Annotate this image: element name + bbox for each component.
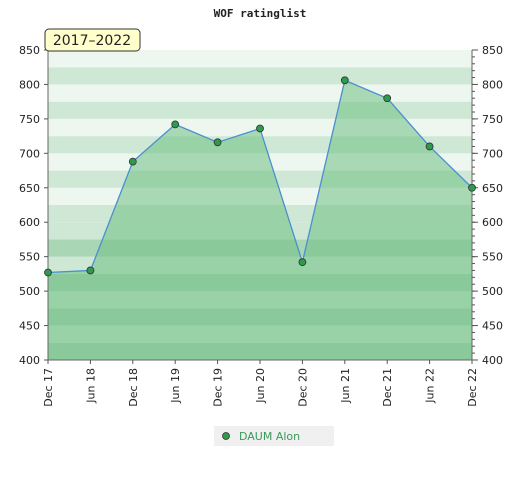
series-area: [48, 80, 472, 361]
x-tick-label: Dec 19: [212, 368, 225, 407]
x-tick-label: Dec 18: [127, 368, 140, 407]
background-band: [48, 50, 472, 68]
x-tick-label: Dec 21: [381, 368, 394, 407]
y-tick-label-left: 400: [19, 354, 40, 367]
period-label: 2017–2022: [53, 33, 131, 49]
chart-title: WOF ratinglist: [214, 7, 307, 20]
data-point: [298, 258, 307, 267]
y-tick-label-right: 650: [482, 182, 503, 195]
data-point: [86, 266, 95, 275]
data-point: [340, 76, 349, 85]
data-point: [213, 138, 222, 147]
y-tick-label-left: 650: [19, 182, 40, 195]
data-point: [171, 120, 180, 129]
data-point: [256, 124, 264, 133]
data-point: [425, 142, 434, 151]
y-tick-label-right: 800: [482, 78, 503, 91]
axes: 400 400 450 450 500 500 550 550 600 600 650 650 700 7…: [19, 44, 503, 407]
period-label-box: 2017–2022: [44, 28, 141, 52]
y-tick-label-right: 450: [482, 320, 503, 333]
x-tick-label: Jun 19: [169, 368, 182, 404]
y-tick-label-right: 850: [482, 44, 503, 57]
x-tick-label: Dec 20: [296, 368, 309, 407]
legend-label: DAUM Alon: [239, 430, 300, 443]
background-band: [48, 67, 472, 85]
background-band: [48, 101, 472, 119]
y-tick-label-left: 500: [19, 285, 40, 298]
y-tick-label-left: 450: [19, 320, 40, 333]
y-tick-label-left: 600: [19, 216, 40, 229]
y-tick-label-left: 700: [19, 147, 40, 160]
y-tick-label-left: 550: [19, 251, 40, 264]
x-tick-label: Dec 22: [466, 368, 479, 407]
y-tick-label-left: 850: [19, 44, 40, 57]
y-tick-label-right: 600: [482, 216, 503, 229]
legend-marker: [222, 432, 230, 440]
x-tick-label: Jun 21: [339, 368, 352, 404]
x-tick-label: Jun 18: [84, 368, 97, 404]
y-tick-label-right: 550: [482, 251, 503, 264]
x-tick-label: Dec 17: [42, 368, 55, 407]
y-tick-label-right: 700: [482, 147, 503, 160]
background-band: [48, 84, 472, 102]
data-points: [44, 76, 476, 277]
x-tick-label: Jun 22: [424, 368, 437, 404]
y-tick-label-left: 800: [19, 78, 40, 91]
y-tick-label-right: 400: [482, 354, 503, 367]
data-point: [44, 268, 52, 277]
data-point: [128, 157, 137, 166]
y-tick-label-left: 750: [19, 113, 40, 126]
data-point: [468, 183, 476, 192]
y-tick-label-right: 500: [482, 285, 503, 298]
legend[interactable]: DAUM Alon: [214, 426, 334, 446]
data-point: [383, 94, 392, 103]
x-tick-label: Jun 20: [254, 368, 267, 404]
y-tick-label-right: 750: [482, 113, 503, 126]
